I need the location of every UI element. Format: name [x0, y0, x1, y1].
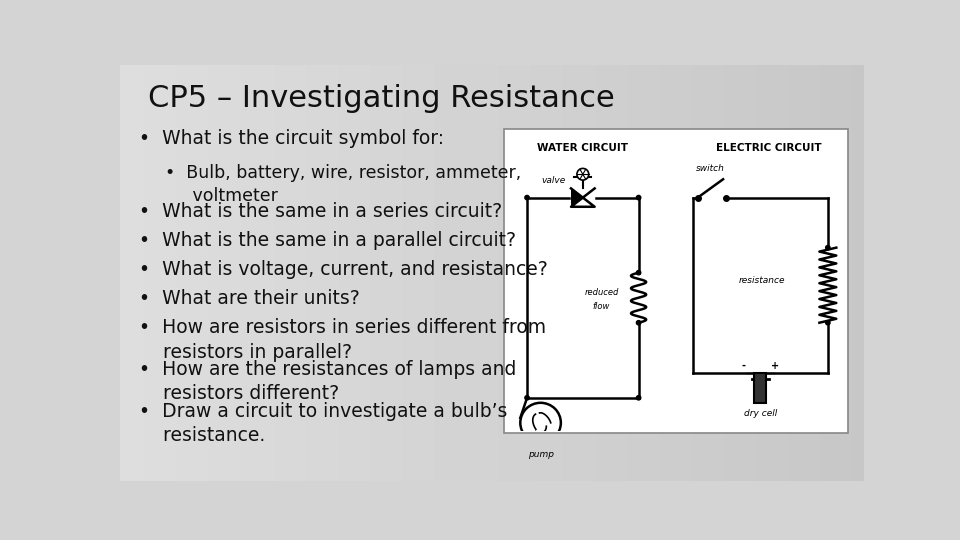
Text: switch: switch: [696, 164, 725, 173]
Text: CP5 – Investigating Resistance: CP5 – Investigating Resistance: [148, 84, 615, 112]
Text: WATER CIRCUIT: WATER CIRCUIT: [538, 143, 629, 152]
Polygon shape: [583, 188, 594, 207]
Text: flow: flow: [592, 301, 611, 310]
Text: •  What are their units?: • What are their units?: [138, 289, 359, 308]
Circle shape: [525, 396, 529, 400]
Text: reduced: reduced: [585, 288, 618, 297]
Text: +: +: [772, 361, 780, 371]
Circle shape: [636, 271, 640, 275]
Text: •  What is the same in a parallel circuit?: • What is the same in a parallel circuit…: [138, 231, 516, 250]
Text: pump: pump: [528, 449, 554, 458]
Text: •  How are the resistances of lamps and
    resistors different?: • How are the resistances of lamps and r…: [138, 360, 516, 403]
Text: •  Bulb, battery, wire, resistor, ammeter,
     voltmeter: • Bulb, battery, wire, resistor, ammeter…: [165, 164, 521, 205]
Text: dry cell: dry cell: [744, 409, 777, 418]
Text: resistance: resistance: [739, 276, 785, 285]
Circle shape: [577, 168, 588, 180]
Circle shape: [636, 195, 640, 200]
Text: ELECTRIC CIRCUIT: ELECTRIC CIRCUIT: [716, 143, 822, 152]
Circle shape: [636, 396, 640, 400]
Text: •  What is the same in a series circuit?: • What is the same in a series circuit?: [138, 202, 502, 221]
Bar: [504, 129, 848, 433]
Text: •  What is voltage, current, and resistance?: • What is voltage, current, and resistan…: [138, 260, 547, 279]
Circle shape: [826, 321, 830, 325]
Polygon shape: [571, 188, 583, 207]
Circle shape: [525, 195, 529, 200]
Text: valve: valve: [541, 176, 566, 185]
Text: •  Draw a circuit to investigate a bulb’s
    resistance.: • Draw a circuit to investigate a bulb’s…: [138, 402, 507, 445]
Text: -: -: [741, 361, 745, 371]
Circle shape: [826, 246, 830, 250]
Text: •  How are resistors in series different from
    resistors in parallel?: • How are resistors in series different …: [138, 319, 545, 362]
Circle shape: [636, 321, 640, 325]
Bar: [755, 373, 766, 403]
Text: •  What is the circuit symbol for:: • What is the circuit symbol for:: [138, 129, 444, 149]
Circle shape: [520, 403, 561, 443]
